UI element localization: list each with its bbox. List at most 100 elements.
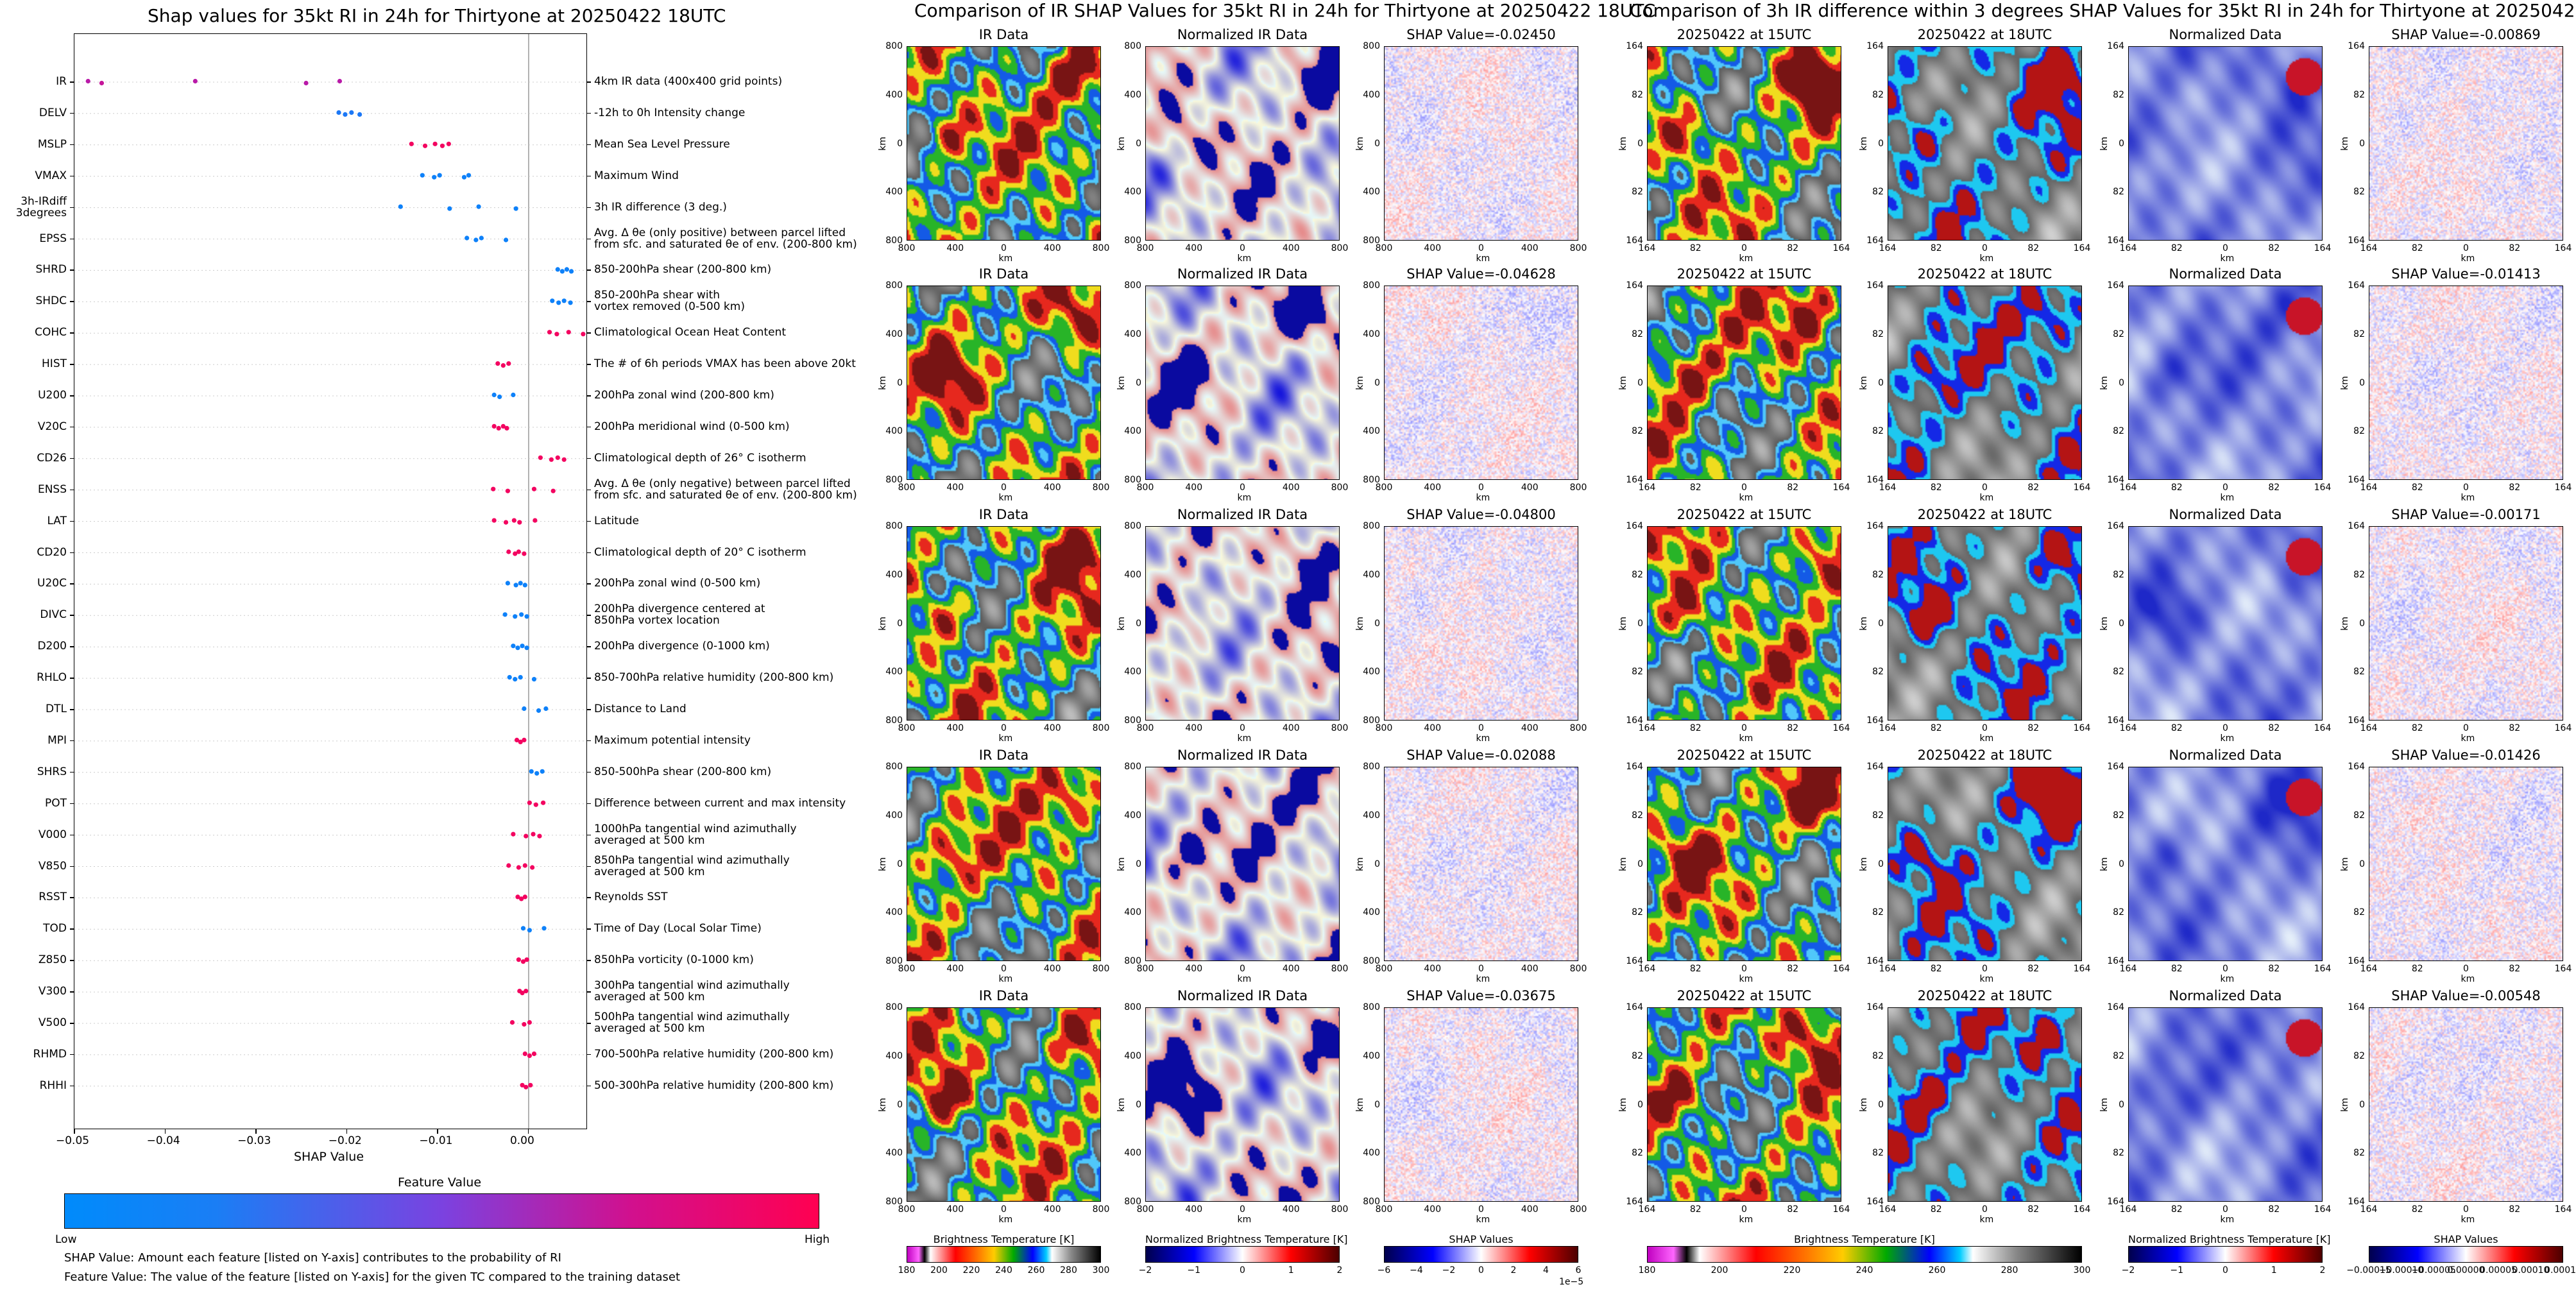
shap-point [550,488,556,493]
feature-label-line: 3h-IRdiff [21,194,67,208]
shap-point [473,237,479,243]
x-tick-label: −0.05 [56,1134,90,1147]
heatmap-panel-shap [1384,1007,1578,1202]
heatmap-panel-shap [1384,526,1578,721]
shap-point [520,959,526,964]
y-tick-label: 800 [885,280,903,291]
y-tick-label: 164 [1626,762,1643,772]
y-tick-label: 400 [1363,89,1380,100]
feature-description-3: Maximum Wind [594,170,679,182]
feature-description-23: Difference between current and max inten… [594,798,846,809]
x-tick-label: 800 [1331,723,1349,733]
x-axis-label: km [2220,253,2235,264]
shap-point [522,737,527,742]
shap-point [538,455,543,460]
y-axis-label: km [1858,1097,1869,1112]
x-axis-label: km [1237,1215,1252,1225]
feature-description-20: Distance to Land [594,703,687,715]
heatmap-panel-ir [907,286,1101,480]
colorbar-tick-label: −6 [1377,1265,1391,1276]
shap-point [85,78,90,84]
y-tick-label: 0 [1136,138,1141,149]
x-tick-label: 164 [1638,964,1656,974]
x-tick-label: 82 [2027,1204,2040,1215]
heatmap-image [1888,47,2081,240]
y-axis-label: km [1617,1097,1628,1112]
shap-point [566,330,571,335]
heatmap-image [907,286,1100,479]
y-tick-label: 400 [1124,907,1141,918]
shap-point [398,204,403,209]
heatmap-panel-ir [1647,286,1841,480]
shap-point [519,896,524,901]
y-tick-label: 400 [1124,569,1141,580]
shap-value-title: SHAP Value=-0.02450 [1406,27,1556,42]
feature-label-2: MSLP [3,139,67,150]
feature-label-27: TOD [3,923,67,934]
shap-point [522,1021,527,1027]
y-tick-label: 82 [2353,667,2365,678]
x-tick-label: 164 [1638,243,1656,253]
shap-point [511,392,516,398]
feature-label-20: DTL [3,703,67,715]
shap-value-title: SHAP Value=-0.00171 [2391,507,2541,522]
y-tick-label: 82 [2353,907,2365,918]
x-tick-label: 82 [2171,482,2183,493]
x-tick-label: 82 [1787,243,1799,253]
x-tick-label: 400 [1282,482,1300,493]
x-tick-label: 82 [2171,243,2183,253]
y-tick-right [587,395,591,397]
y-tick-label: 800 [1124,762,1141,772]
x-tick-label: 82 [2027,723,2040,733]
feature-label-line: SHRS [37,765,67,778]
feature-label-1: DELV [3,107,67,119]
heatmap-panel-normblue [2128,1007,2323,1202]
heatmap-image [1888,1008,2081,1201]
colorbar-tick-label: −2 [1442,1265,1456,1276]
feature-label-line: SHRD [35,263,67,277]
feature-description-line: 200hPa zonal wind (0-500 km) [594,577,761,590]
x-tick-label: 164 [2314,243,2332,253]
feature-label-line: SHDC [35,295,67,308]
shap-point [99,80,105,86]
shap-point [336,110,341,115]
feature-label-line: D200 [37,640,67,653]
panel-title: Normalized Data [2169,747,2282,763]
feature-description-line: 200hPa divergence (0-1000 km) [594,640,770,653]
feature-description-line: 200hPa divergence centered at [594,602,765,616]
middle-title: Comparison of IR SHAP Values for 35kt RI… [914,0,1656,21]
feature-label-line: Z850 [38,953,67,967]
feature-label-29: V300 [3,986,67,997]
feature-label-25: V850 [3,860,67,872]
y-tick-label: 164 [2107,280,2124,291]
x-tick-label: 0 [1478,964,1484,974]
heatmap-image [1648,767,1841,960]
y-tick-label: 82 [1872,1050,1884,1061]
y-tick-label: 0 [1374,377,1380,388]
feature-label-line: V000 [38,828,67,841]
shap-point [534,771,540,776]
y-tick-label: 400 [1363,569,1380,580]
x-tick [346,1129,348,1134]
x-tick-label: 0.00 [509,1134,534,1147]
feature-label-line: VMAX [35,169,67,182]
y-tick-right [587,144,591,146]
y-tick-label: 400 [1124,667,1141,678]
y-tick-label: 400 [885,1148,903,1159]
feature-label-line: EPSS [39,232,67,245]
feature-label-line: CD20 [37,545,67,559]
shap-point [543,706,549,712]
feature-description-line: averaged at 500 km [594,833,705,847]
feature-label-12: CD26 [3,452,67,464]
feature-value-colorbar [64,1193,819,1229]
heatmap-image [1146,47,1339,240]
y-axis-label: km [1116,375,1127,390]
panel-title: 20250422 at 15UTC [1676,266,1812,282]
feature-description-line: 850-200hPa shear (200-800 km) [594,263,772,277]
shap-point [568,300,573,305]
heatmap-panel-norm [1145,286,1340,480]
shap-point [479,235,484,241]
feature-label-7: SHDC [3,295,67,307]
y-tick-label: 164 [2107,715,2124,726]
colorbar-tick-label: 2 [2319,1265,2326,1276]
